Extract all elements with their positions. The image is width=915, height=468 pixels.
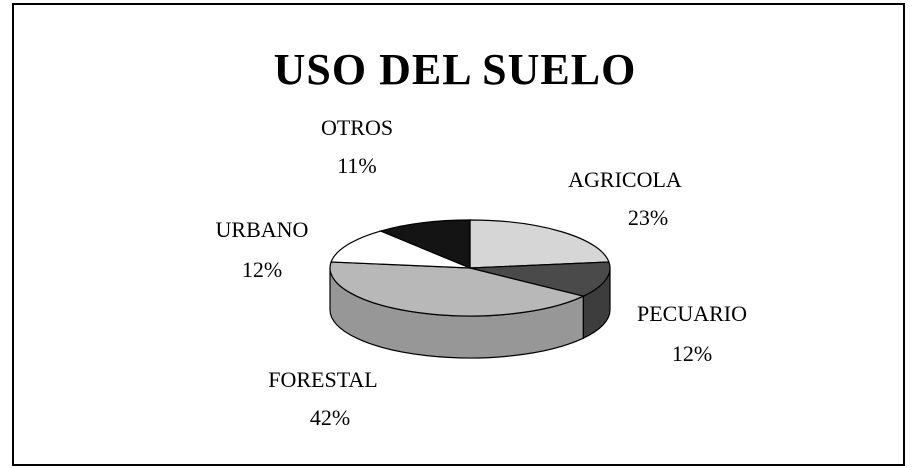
value-label: 23% — [628, 205, 668, 230]
chart: USO DEL SUELO AGRICOLA 23% PECUARIO 12% FORE… — [0, 0, 915, 468]
value-label: 11% — [337, 153, 377, 178]
value-label: 12% — [242, 257, 282, 282]
category-label: FORESTAL — [268, 367, 377, 392]
value-label: 12% — [672, 341, 712, 366]
category-label: OTROS — [321, 115, 393, 140]
category-label: PECUARIO — [637, 301, 747, 326]
value-label: 42% — [310, 405, 350, 430]
pie — [330, 220, 610, 358]
slice — [470, 220, 609, 268]
category-label: AGRICOLA — [568, 167, 682, 192]
chart-title: USO DEL SUELO — [274, 45, 637, 94]
category-label: URBANO — [216, 217, 309, 242]
